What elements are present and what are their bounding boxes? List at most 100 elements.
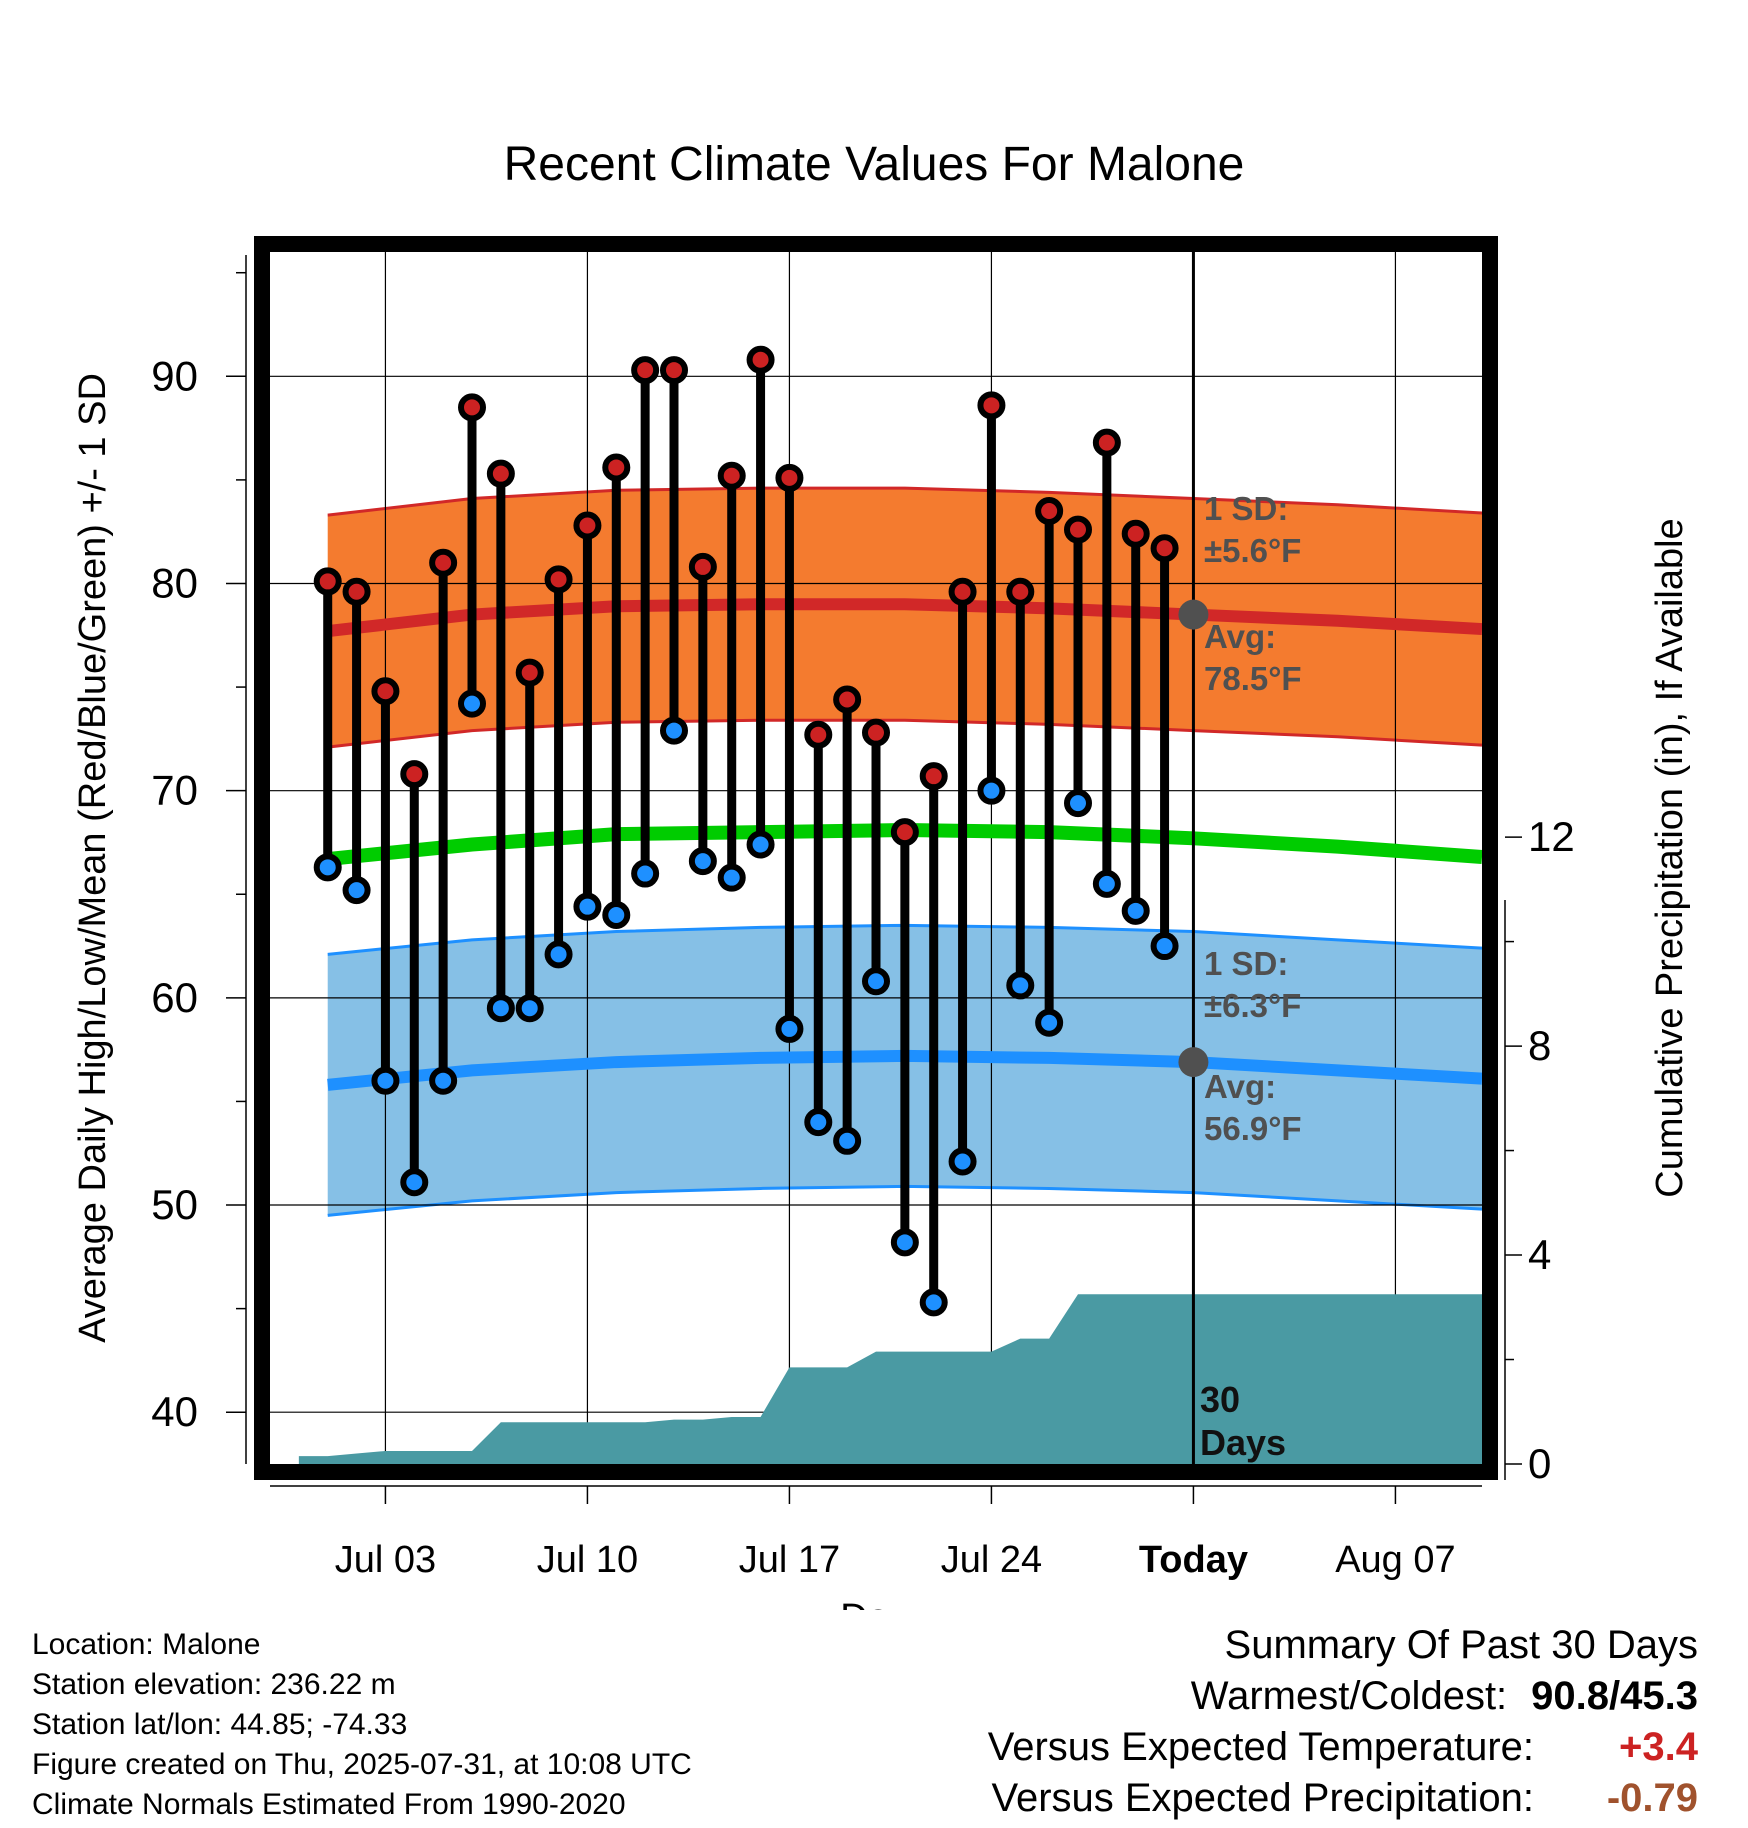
daily-low-point [688,847,717,876]
y-tick-label: 40 [151,1388,198,1435]
daily-low-point [1092,869,1121,898]
high-avg-line [327,598,1483,638]
daily-low-point [977,776,1006,805]
daily-markers [313,345,1179,1317]
low-sd-label: 1 SD: [1204,945,1288,982]
y2-tick-label: 12 [1528,813,1575,860]
daily-high-point [1092,428,1121,457]
daily-high-point [486,459,515,488]
high-avg-label: Avg: [1204,618,1276,655]
chart-title: Recent Climate Values For Malone [504,138,1245,191]
x-axis-label: Day [840,1597,908,1610]
daily-low-point [717,863,746,892]
daily-high-point [660,356,688,385]
y-axis-label: Average Daily High/Low/Mean (Red/Blue/Gr… [72,373,114,1343]
daily-low-point [631,859,660,888]
daily-low-point [371,1066,400,1095]
y2-tick-label: 8 [1528,1022,1551,1069]
summary-panel: Summary Of Past 30 Days Warmest/Coldest:… [988,1620,1698,1824]
x-tick-label: Aug 07 [1335,1539,1455,1581]
daily-high-point [342,577,371,606]
y2-tick-label: 4 [1528,1231,1551,1278]
daily-high-point [833,685,862,714]
daily-low-point [890,1228,919,1257]
daily-high-point [1150,534,1179,563]
daily-high-point [371,677,400,706]
daily-high-point [948,577,977,606]
daily-low-point [919,1288,948,1317]
precip-area [298,1294,1482,1464]
daily-high-point [631,356,660,385]
daily-high-point [977,391,1006,420]
y-tick-label: 90 [151,352,198,399]
low-sd-value: ±6.3°F [1204,987,1301,1024]
y-axis-left: 40 50 60 70 80 90 [151,255,247,1464]
daily-low-point [400,1168,429,1197]
daily-high-point [1064,515,1092,544]
high-sd-value: ±5.6°F [1204,532,1301,569]
daily-low-point [1006,971,1035,1000]
x-tick-label: Jul 03 [335,1539,436,1581]
daily-low-point [515,994,544,1023]
high-avg-value: 78.5°F [1204,660,1302,697]
annotations: 1 SD: ±5.6°F Avg: 78.5°F 1 SD: ±6.3°F Av… [1200,490,1302,1463]
high-band-upper-edge [327,486,1483,517]
plot-frame [254,236,1498,1480]
x-tick-label: Jul 17 [739,1539,840,1581]
days-label-line1: 30 [1200,1379,1240,1420]
x-tick-label: Today [1139,1539,1248,1581]
daily-low-point [804,1108,833,1137]
daily-low-point [573,892,602,921]
y-tick-label: 60 [151,974,198,1021]
daily-low-point [342,876,371,905]
low-avg-value: 56.9°F [1204,1110,1302,1147]
daily-low-point [602,900,631,929]
daily-high-point [400,760,429,789]
daily-high-point [775,463,804,492]
daily-high-point [862,718,890,747]
x-axis: Jul 03 Jul 10 Jul 17 Jul 24 Today Aug 07 [270,1485,1482,1581]
normals-text: Climate Normals Estimated From 1990-2020 [32,1788,626,1821]
x-tick-label: Jul 24 [941,1539,1042,1581]
location-text: Location: Malone [32,1628,261,1661]
high-band-lower-edge [327,718,1483,749]
daily-high-point [573,511,602,540]
high-sd-label: 1 SD: [1204,490,1288,527]
daily-high-point [1035,496,1064,525]
daily-high-point [717,461,746,490]
daily-low-point [1121,896,1150,925]
daily-low-point [948,1147,977,1176]
daily-high-point [688,552,717,581]
daily-low-point [746,830,775,859]
daily-high-point [1121,519,1150,548]
daily-high-point [1006,577,1035,606]
created-text: Figure created on Thu, 2025-07-31, at 10… [32,1748,692,1781]
warmest-label: Warmest/Coldest: [1190,1674,1508,1718]
daily-low-point [1035,1008,1064,1037]
summary-warmest-row: Warmest/Coldest: 90.8/45.3 [988,1671,1698,1722]
daily-low-point [660,716,688,745]
daily-low-point [313,853,342,882]
precip-label: Versus Expected Precipitation: [991,1776,1534,1820]
daily-high-point [458,393,486,422]
precip-cumulative-area [298,1294,1482,1464]
daily-high-point [429,548,458,577]
y-tick-label: 80 [151,559,198,606]
daily-high-point [313,567,342,596]
daily-low-point [775,1014,804,1043]
low-avg-label: Avg: [1204,1068,1276,1105]
today-high-avg-dot [1178,599,1209,630]
daily-low-point [833,1126,862,1155]
summary-title: Summary Of Past 30 Days [1224,1623,1698,1667]
daily-low-point [1150,932,1179,961]
y-tick-label: 50 [151,1181,198,1228]
today-low-avg-dot [1178,1047,1209,1078]
summary-temp-row: Versus Expected Temperature: +3.4 [988,1722,1698,1773]
y-tick-label: 70 [151,767,198,814]
y2-tick-label: 0 [1528,1440,1551,1487]
warmest-value: 90.8/45.3 [1531,1674,1698,1718]
daily-low-point [1064,789,1092,818]
daily-high-point [890,818,919,847]
temp-anomaly-value: +3.4 [1619,1725,1698,1769]
daily-high-point [515,658,544,687]
